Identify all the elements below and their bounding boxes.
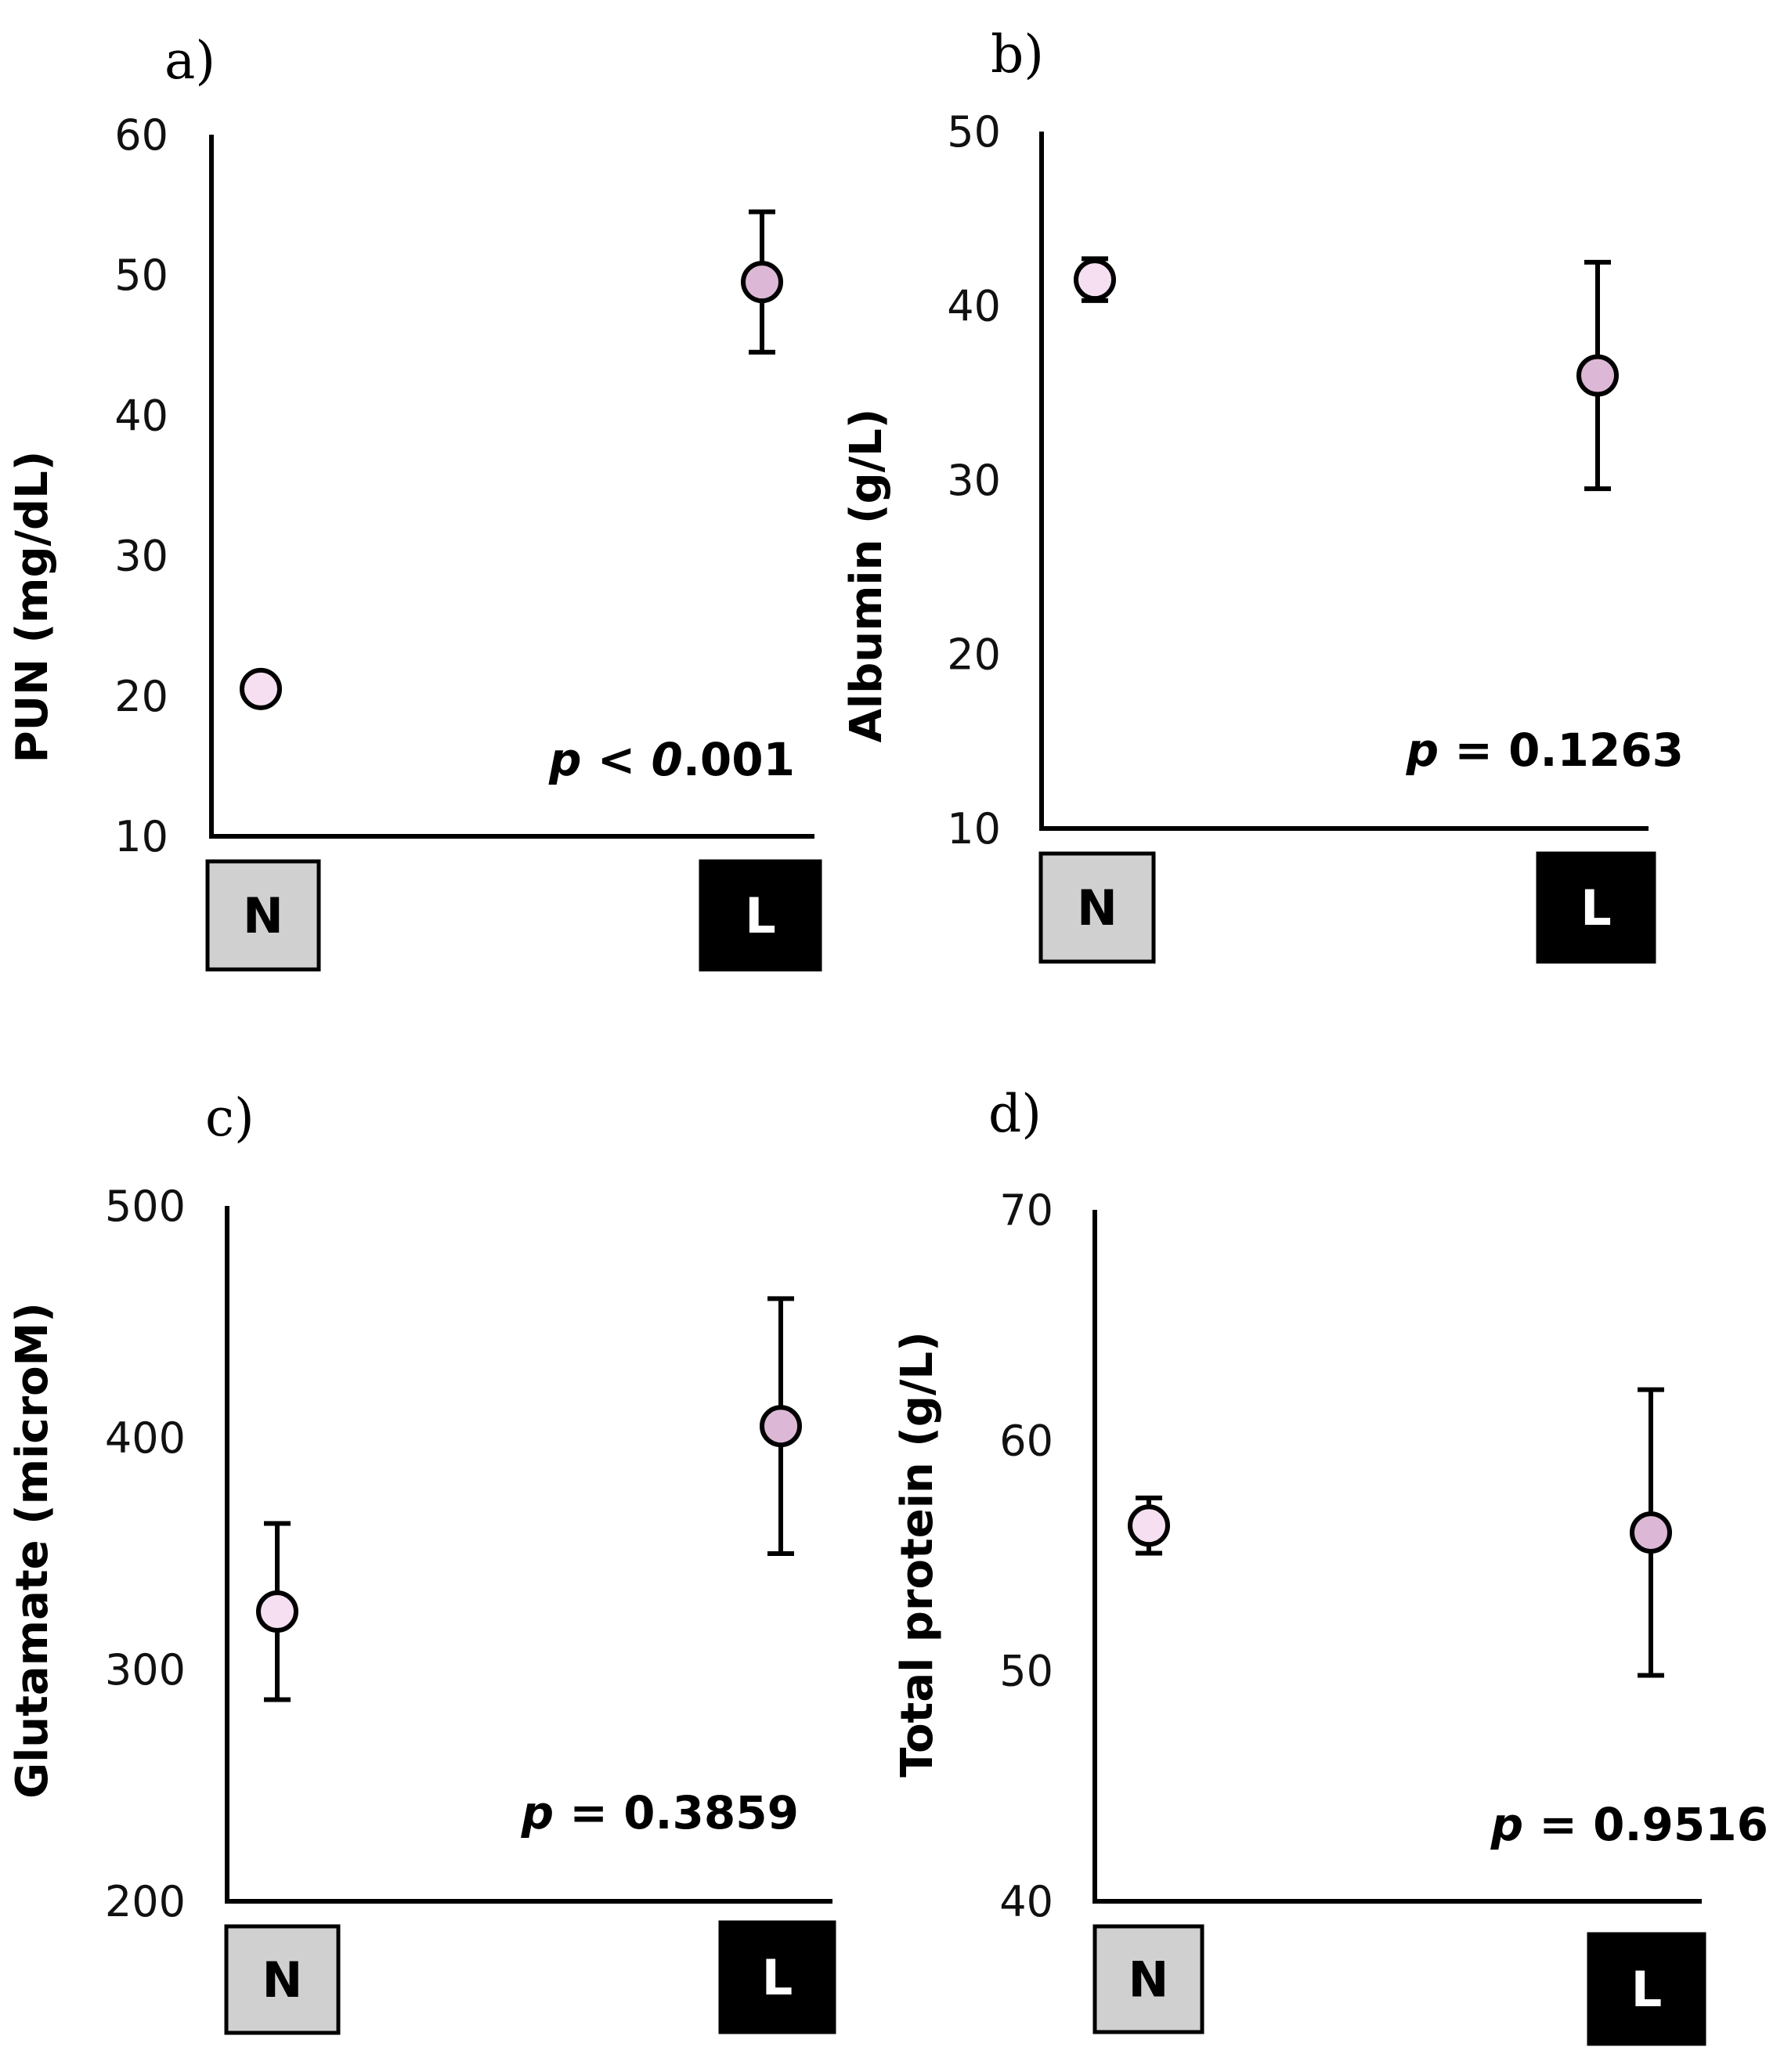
category-label: N bbox=[243, 887, 283, 944]
data-point-l bbox=[1576, 354, 1619, 397]
data-point-l bbox=[1630, 1511, 1672, 1554]
chart-panel: c) 200 300 400 500 Glutamate (microM) p = 0.38… bbox=[7, 1088, 836, 2035]
p-value-operator: < bbox=[582, 733, 652, 786]
p-value-operator: = bbox=[1523, 1798, 1593, 1851]
category-box-n bbox=[1092, 1924, 1204, 2034]
y-tick-label: 50 bbox=[114, 251, 168, 300]
category-label: L bbox=[762, 1949, 793, 2006]
category-label: L bbox=[1580, 879, 1612, 937]
y-tick-label: 30 bbox=[114, 532, 168, 581]
y-tick-label: 500 bbox=[105, 1182, 186, 1231]
category-label: L bbox=[1631, 1961, 1663, 2018]
category-box-l bbox=[718, 1920, 836, 2034]
y-tick-label: 20 bbox=[947, 630, 1001, 680]
p-value-label: p = 0.1263 bbox=[1406, 724, 1684, 777]
chart-panel: d) 40 50 60 70 Total protein (g/L) p = 0.9516 N… bbox=[892, 1084, 1768, 2046]
category-box-l bbox=[699, 859, 822, 972]
y-axis-label: Total protein (g/L) bbox=[892, 1331, 943, 1777]
category-label: N bbox=[1129, 1951, 1169, 2009]
p-value-operator: = bbox=[554, 1786, 623, 1839]
y-tick-label: 30 bbox=[947, 456, 1001, 505]
data-point-n bbox=[1128, 1504, 1170, 1547]
p-value-label: p = 0.9516 bbox=[1490, 1798, 1768, 1851]
p-value-operator: = bbox=[1439, 724, 1508, 777]
p-value-symbol: p bbox=[1490, 1798, 1524, 1851]
p-value-number: 0.1263 bbox=[1508, 724, 1684, 777]
y-tick-label: 200 bbox=[105, 1877, 186, 1926]
y-tick-label: 40 bbox=[999, 1877, 1053, 1926]
data-point-n bbox=[240, 667, 282, 710]
p-value-label: p = 0.3859 bbox=[521, 1786, 799, 1839]
data-point-l bbox=[760, 1405, 802, 1448]
p-value-symbol: p bbox=[521, 1786, 554, 1839]
category-label: L bbox=[745, 887, 776, 944]
y-tick-label: 40 bbox=[947, 282, 1001, 331]
p-value-number: .001 bbox=[683, 733, 795, 786]
panel-letter: c) bbox=[205, 1088, 255, 1148]
category-box-l bbox=[1587, 1932, 1706, 2046]
data-point-n bbox=[256, 1590, 298, 1633]
y-tick-label: 10 bbox=[114, 812, 168, 861]
data-point-l bbox=[741, 261, 783, 304]
p-value-symbol: p bbox=[548, 733, 582, 786]
panel-letter: b) bbox=[991, 24, 1044, 85]
panel-letter: d) bbox=[988, 1084, 1042, 1144]
data-point-n bbox=[1074, 258, 1116, 301]
chart-panel: a) 10 20 30 40 50 60 PUN (mg/dL) p < 0.001 N L bbox=[7, 31, 822, 972]
p-value-number: 0.3859 bbox=[623, 1786, 799, 1839]
category-box-l bbox=[1536, 851, 1656, 964]
panel-letter: a) bbox=[164, 31, 215, 91]
y-tick-label: 20 bbox=[114, 672, 168, 721]
p-value-digit: 0 bbox=[652, 733, 683, 786]
y-axis-label: Glutamate (microM) bbox=[7, 1302, 58, 1799]
chart-panel: b) 10 20 30 40 50 Albumin (g/L) p = 0.1263 N L bbox=[841, 24, 1684, 964]
y-axis-label: PUN (mg/dL) bbox=[7, 451, 58, 763]
category-box-n bbox=[205, 859, 321, 972]
y-tick-label: 50 bbox=[999, 1647, 1053, 1696]
y-tick-label: 40 bbox=[114, 391, 168, 440]
y-tick-label: 70 bbox=[999, 1186, 1053, 1235]
y-tick-label: 300 bbox=[105, 1645, 186, 1695]
p-value-symbol: p bbox=[1406, 724, 1439, 777]
p-value-label: p < 0.001 bbox=[548, 733, 795, 786]
p-value-number: 0.9516 bbox=[1593, 1798, 1768, 1851]
y-tick-label: 60 bbox=[999, 1416, 1053, 1465]
y-tick-label: 60 bbox=[114, 110, 168, 160]
category-box-n bbox=[224, 1924, 341, 2035]
category-label: N bbox=[262, 1951, 303, 2009]
y-axis-label: Albumin (g/L) bbox=[841, 409, 892, 743]
category-box-n bbox=[1038, 851, 1156, 964]
y-tick-label: 50 bbox=[947, 107, 1001, 157]
y-tick-label: 10 bbox=[947, 804, 1001, 854]
y-tick-label: 400 bbox=[105, 1413, 186, 1463]
category-label: N bbox=[1077, 879, 1118, 937]
